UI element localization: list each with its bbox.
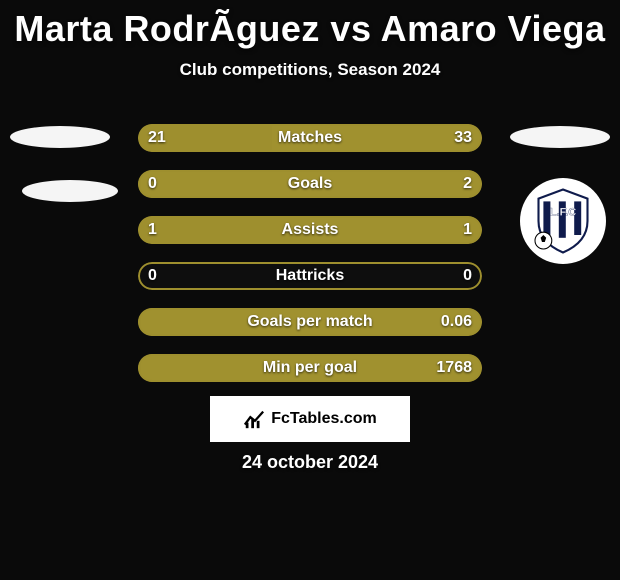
stat-row: Hattricks0 0 (138, 262, 482, 290)
stat-row: Min per goal1768 (138, 354, 482, 382)
footer-date: 24 october 2024 (0, 452, 620, 473)
stat-value-right: 2 (463, 170, 472, 198)
stat-label: Goals (138, 170, 482, 198)
club-shield-icon: L.F.C (528, 186, 598, 256)
stat-label: Min per goal (138, 354, 482, 382)
svg-text:L.F.C: L.F.C (550, 206, 577, 218)
stat-value-left: 0 (148, 262, 157, 290)
stat-value-left: 21 (148, 124, 166, 152)
stat-row: Matches21 33 (138, 124, 482, 152)
stat-value-right: 1 (463, 216, 472, 244)
stat-value-right: 0.06 (441, 308, 472, 336)
player-right-avatar-placeholder (510, 126, 610, 148)
stat-label: Matches (138, 124, 482, 152)
stat-row: Goals0 2 (138, 170, 482, 198)
player-left-avatar-placeholder-2 (22, 180, 118, 202)
comparison-title: Marta RodrÃ­guez vs Amaro Viega (0, 0, 620, 50)
stat-label: Goals per match (138, 308, 482, 336)
brand-badge[interactable]: FcTables.com (210, 396, 410, 442)
stats-table: Matches2133Goals02Assists11Hattricks00Go… (138, 124, 482, 400)
stat-row: Assists1 1 (138, 216, 482, 244)
stat-value-left: 1 (148, 216, 157, 244)
stat-value-right: 1768 (436, 354, 472, 382)
stat-row: Goals per match0.06 (138, 308, 482, 336)
player-right-club-badge: L.F.C (520, 178, 606, 264)
player-left-avatar-placeholder-1 (10, 126, 110, 148)
comparison-subtitle: Club competitions, Season 2024 (0, 60, 620, 80)
stat-label: Assists (138, 216, 482, 244)
chart-icon (243, 408, 265, 430)
stat-value-right: 0 (463, 262, 472, 290)
brand-text: FcTables.com (271, 410, 377, 428)
stat-value-left: 0 (148, 170, 157, 198)
stat-value-right: 33 (454, 124, 472, 152)
stat-label: Hattricks (138, 262, 482, 290)
